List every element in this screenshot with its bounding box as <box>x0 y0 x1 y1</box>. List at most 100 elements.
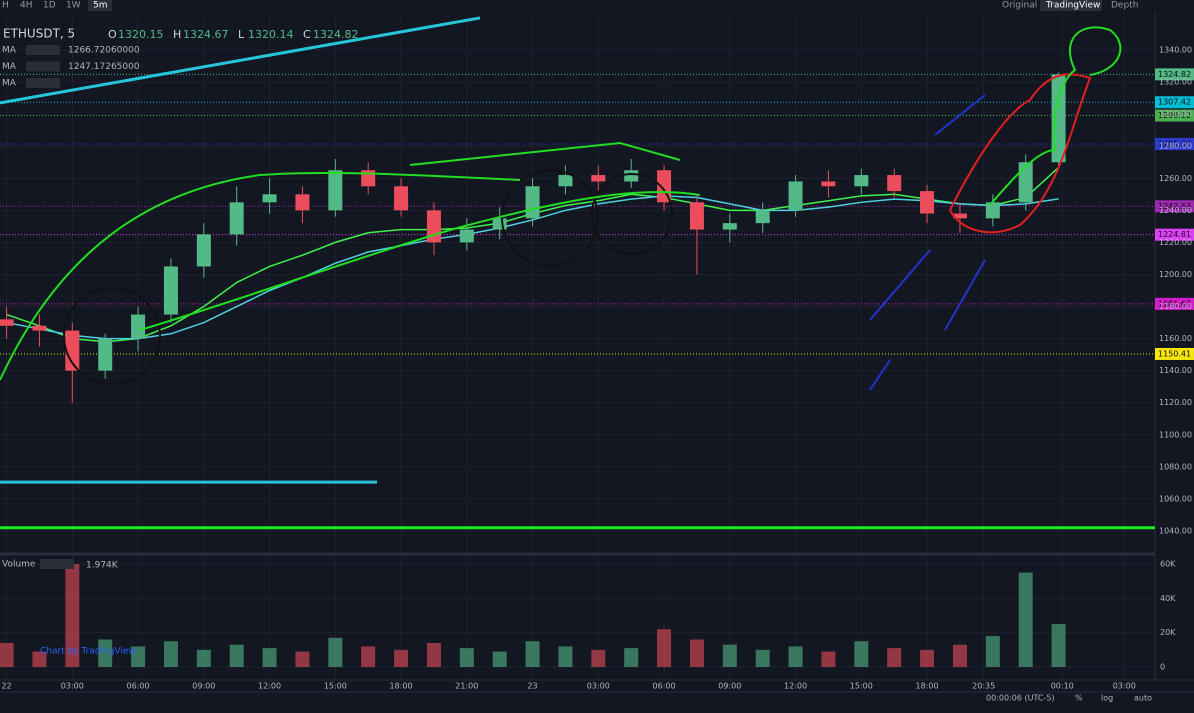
volume-bar <box>196 649 211 667</box>
interval-button[interactable]: 4H <box>20 1 33 11</box>
candle-body <box>328 170 343 211</box>
interval-button[interactable]: 5m <box>93 1 108 11</box>
volume-bar <box>887 648 902 667</box>
candle-body <box>295 194 310 211</box>
candle-body <box>32 325 47 331</box>
volume-bar <box>98 639 113 667</box>
price-level-tag <box>1155 138 1194 151</box>
candle-body <box>952 213 967 219</box>
x-tick-label: 06:00 <box>653 682 676 691</box>
x-tick-label: 15:00 <box>850 682 873 691</box>
price-level-label: 1181.67 <box>1158 299 1191 308</box>
volume-settings-icons[interactable] <box>40 559 74 569</box>
y-tick-label: 1200.00 <box>1159 270 1192 279</box>
candle-body <box>1051 74 1066 163</box>
ohlc-key: L <box>238 28 245 41</box>
volume-bar <box>689 639 704 667</box>
x-tick-label: 18:00 <box>390 682 413 691</box>
x-tick-label: 23 <box>527 682 537 691</box>
candle-body <box>920 191 935 214</box>
volume-bar <box>591 649 606 667</box>
x-tick-label: 21:00 <box>455 682 478 691</box>
drawing-curve <box>409 141 681 166</box>
x-tick-label: 09:00 <box>718 682 741 691</box>
volume-bar <box>65 563 80 667</box>
ma-settings-icons[interactable] <box>26 61 60 72</box>
price-level-tag <box>1155 68 1194 81</box>
volume-bar <box>459 648 474 667</box>
candle-body <box>394 186 409 211</box>
x-tick-label: 03:00 <box>587 682 610 691</box>
candle-body <box>985 202 1000 219</box>
volume-bar <box>163 641 178 667</box>
volume-bar <box>426 642 441 667</box>
price-level-tag <box>1155 347 1194 360</box>
price-level-tag <box>1155 228 1194 241</box>
scale-button[interactable]: log <box>1101 694 1113 703</box>
active-interval-bg <box>88 0 112 11</box>
candle-body <box>65 330 80 371</box>
x-tick-label: 12:00 <box>258 682 281 691</box>
volume-bar <box>328 637 343 667</box>
volume-bar <box>755 649 770 667</box>
y-tick-label: 40K <box>1160 594 1176 603</box>
watermark: Chart by TradingView <box>40 647 136 657</box>
candle-body <box>591 175 606 182</box>
trendline <box>0 16 481 105</box>
price-level-label: 1242.53 <box>1158 202 1191 211</box>
volume-bar <box>525 641 540 667</box>
y-tick-label: 1160.00 <box>1159 334 1192 343</box>
view-tab[interactable]: Original <box>1002 1 1037 11</box>
y-tick-label: 1320.00 <box>1159 78 1192 87</box>
drawing-circle <box>591 173 673 255</box>
ma-settings-icons[interactable] <box>26 78 60 88</box>
price-level-label: 1324.82 <box>1158 70 1191 79</box>
ma-value: 1266.72060000 <box>68 46 140 56</box>
y-tick-label: 1300.00 <box>1159 110 1192 119</box>
price-level-label: 1281.37 <box>1158 140 1191 149</box>
ohlc-value: 1320.14 <box>248 28 294 41</box>
candle-body <box>426 210 441 243</box>
y-tick-label: 1180.00 <box>1159 302 1192 311</box>
scale-button[interactable]: auto <box>1134 694 1152 703</box>
candle-body <box>196 234 211 267</box>
candle-body <box>0 319 14 326</box>
active-tab-bg <box>1040 0 1102 11</box>
freehand-drawings <box>0 26 1122 391</box>
drawing-circle <box>501 169 599 267</box>
candle-body <box>131 314 146 339</box>
y-tick-label: 1280.00 <box>1159 142 1192 151</box>
candle-body <box>755 210 770 224</box>
y-tick-label: 1060.00 <box>1159 494 1192 503</box>
x-tick-label: 20:35 <box>972 682 995 691</box>
volume-title: Volume <box>2 560 36 570</box>
interval-button[interactable]: 1D <box>43 1 56 11</box>
volume-bar <box>32 651 47 667</box>
ma-name: MA <box>2 62 17 72</box>
volume-bar <box>131 646 146 667</box>
candle-body <box>558 175 573 187</box>
ma-settings-icons[interactable] <box>26 45 60 55</box>
y-tick-label: 20K <box>1160 628 1176 637</box>
view-tab[interactable]: TradingView <box>1045 1 1100 11</box>
candle-body <box>1018 162 1033 203</box>
volume-bar <box>394 649 409 667</box>
ma-name: MA <box>2 79 17 89</box>
drawing-curve <box>989 26 1122 206</box>
candle-body <box>722 223 737 230</box>
scale-button[interactable]: % <box>1075 694 1083 703</box>
toolbar-bg <box>0 0 1194 12</box>
ohlc-key: C <box>303 28 311 41</box>
ohlc-value: 1324.82 <box>313 28 359 41</box>
y-tick-label: 1040.00 <box>1159 526 1192 535</box>
interval-button[interactable]: H <box>2 1 9 11</box>
candle-body <box>459 229 474 243</box>
y-tick-label: 1100.00 <box>1159 430 1192 439</box>
volume-bar <box>295 651 310 667</box>
interval-button[interactable]: 1W <box>66 1 81 11</box>
y-tick-label: 1140.00 <box>1159 366 1192 375</box>
view-tab[interactable]: Depth <box>1111 1 1138 11</box>
candle-body <box>854 175 869 187</box>
ohlc-key: O <box>108 28 117 41</box>
